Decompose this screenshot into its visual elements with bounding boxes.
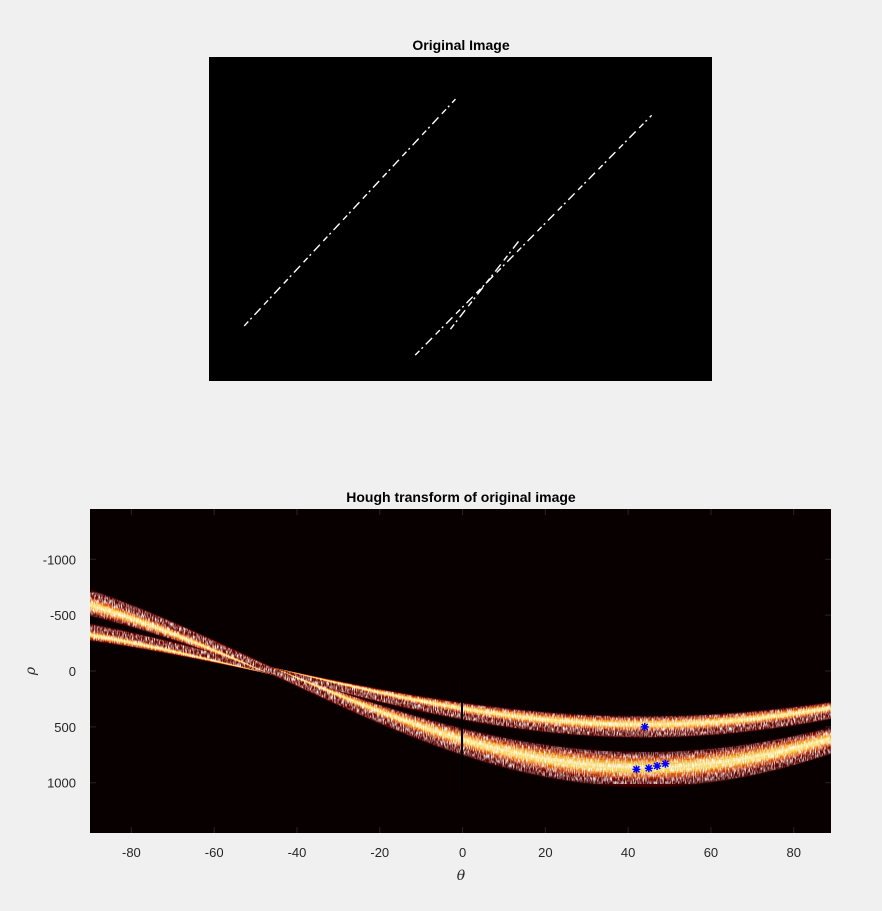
peak-marker bbox=[653, 761, 662, 770]
edge-line bbox=[414, 114, 653, 356]
y-tick-label: 0 bbox=[69, 664, 76, 679]
hough-band-noise bbox=[90, 590, 831, 787]
edge-line bbox=[449, 238, 522, 330]
x-tick-label: 0 bbox=[459, 845, 466, 860]
x-tick-label: 60 bbox=[704, 845, 718, 860]
original-image-edges bbox=[243, 98, 653, 356]
y-tick-label: 500 bbox=[54, 720, 76, 735]
peak-marker bbox=[661, 759, 670, 768]
y-axis-label: ρ bbox=[23, 666, 39, 676]
x-tick-label: -20 bbox=[370, 845, 389, 860]
band-speckle bbox=[90, 624, 831, 738]
original-image-title: Original Image bbox=[412, 37, 509, 53]
edge-line bbox=[243, 98, 456, 327]
peak-marker bbox=[644, 764, 653, 773]
original-image-area bbox=[209, 57, 712, 381]
y-ticks: -1000 -500 0 500 1000 bbox=[43, 552, 831, 791]
hough-plot: Hough transform of original image -80 -60… bbox=[23, 489, 831, 884]
peak-marker bbox=[640, 722, 649, 731]
y-tick-label: 1000 bbox=[47, 776, 76, 791]
hough-heatmap bbox=[90, 589, 831, 792]
x-tick-label: -80 bbox=[122, 845, 141, 860]
x-tick-label: 80 bbox=[787, 845, 801, 860]
hough-peaks bbox=[632, 722, 670, 774]
original-image-plot: Original Image bbox=[209, 37, 712, 381]
peak-marker bbox=[632, 765, 641, 774]
y-tick-label: -1000 bbox=[43, 552, 76, 567]
x-tick-label: -60 bbox=[205, 845, 224, 860]
x-tick-label: -40 bbox=[288, 845, 307, 860]
x-axis-label: θ bbox=[457, 868, 466, 884]
y-tick-label: -500 bbox=[50, 608, 76, 623]
band-speckle bbox=[90, 590, 831, 787]
hough-area bbox=[90, 509, 831, 833]
hough-title: Hough transform of original image bbox=[346, 489, 576, 505]
x-tick-label: 20 bbox=[538, 845, 552, 860]
x-ticks: -80 -60 -40 -20 0 20 40 60 80 bbox=[122, 509, 801, 860]
x-tick-label: 40 bbox=[621, 845, 635, 860]
